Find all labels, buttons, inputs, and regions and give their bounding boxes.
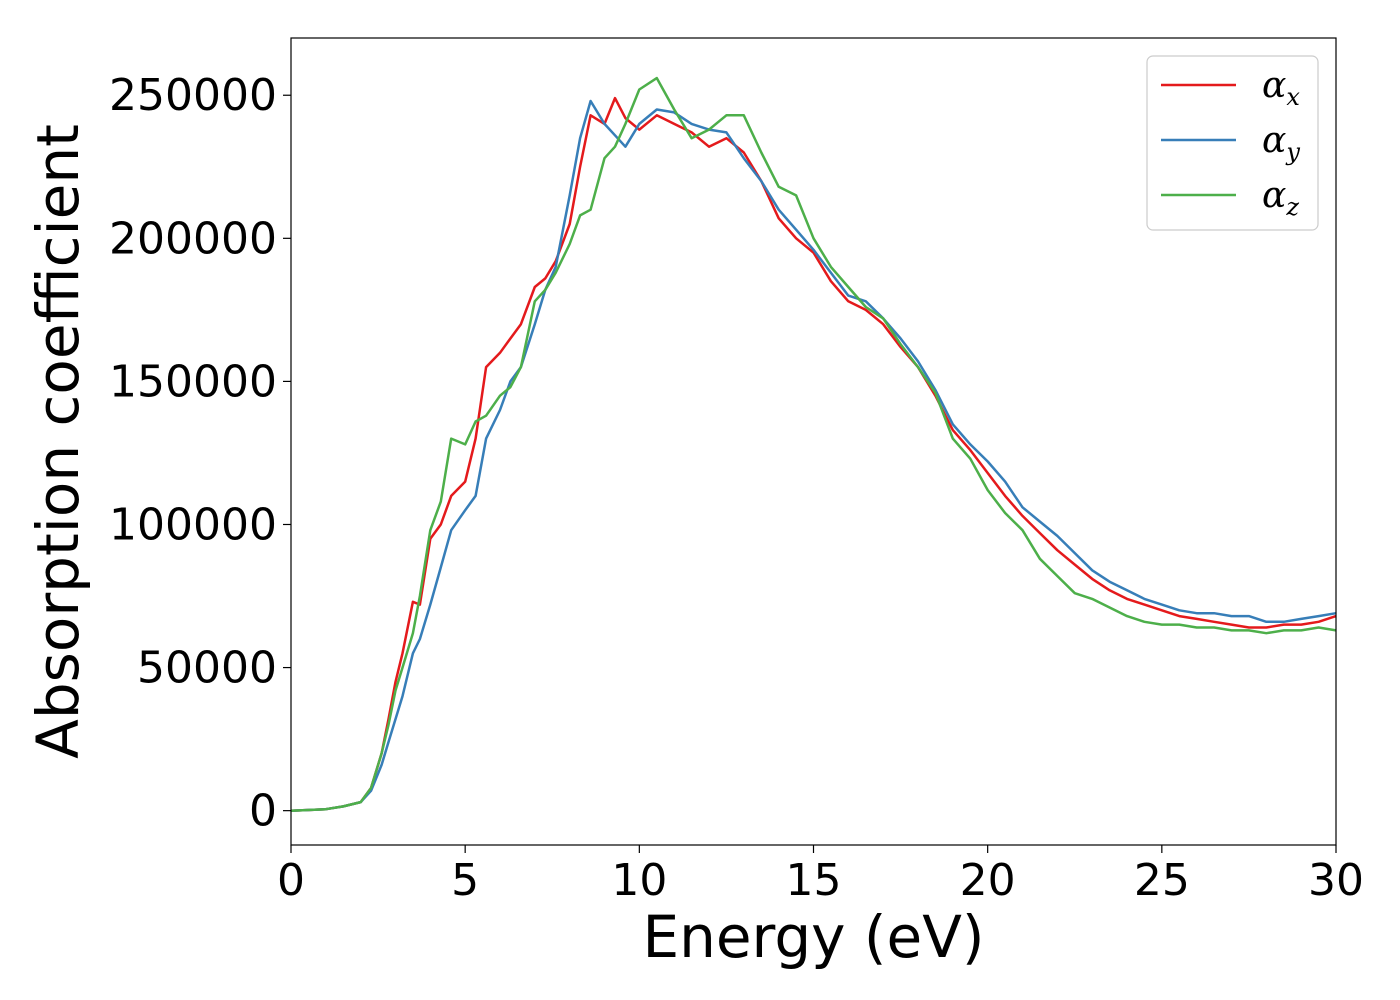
y-tick-label: 250000 [109,70,277,121]
series-line-alpha-y [290,99,1337,812]
y-tick-label: 0 [249,786,277,837]
x-tick-label: 20 [960,855,1016,906]
x-tick-label: 25 [1134,855,1190,906]
x-tick-label: 15 [786,855,842,906]
y-axis-title: Absorption coefficient [24,124,92,759]
legend-box [1146,55,1319,231]
x-tick-label: 30 [1308,855,1364,906]
y-tick-label: 150000 [109,356,277,407]
ticks-layer: 0 5 10 15 20 25 30 0 50000 100000 150000 200000 2500… [109,70,1364,906]
legend-label-alpha-y: αy [1262,120,1300,166]
y-tick-label: 100000 [109,499,277,550]
y-tick-label: 200000 [109,213,277,264]
series-layer [290,76,1337,812]
x-tick-label: 10 [611,855,667,906]
y-tick-label: 50000 [137,643,277,694]
legend-label-alpha-x: αx [1262,65,1300,111]
series-line-alpha-z [290,76,1337,812]
legend-label-alpha-z: αz [1262,175,1299,221]
legend: αx αy αz [1146,55,1319,231]
x-tick-label: 5 [451,855,479,906]
x-tick-label: 0 [277,855,305,906]
x-axis-title: Energy (eV) [642,903,984,971]
